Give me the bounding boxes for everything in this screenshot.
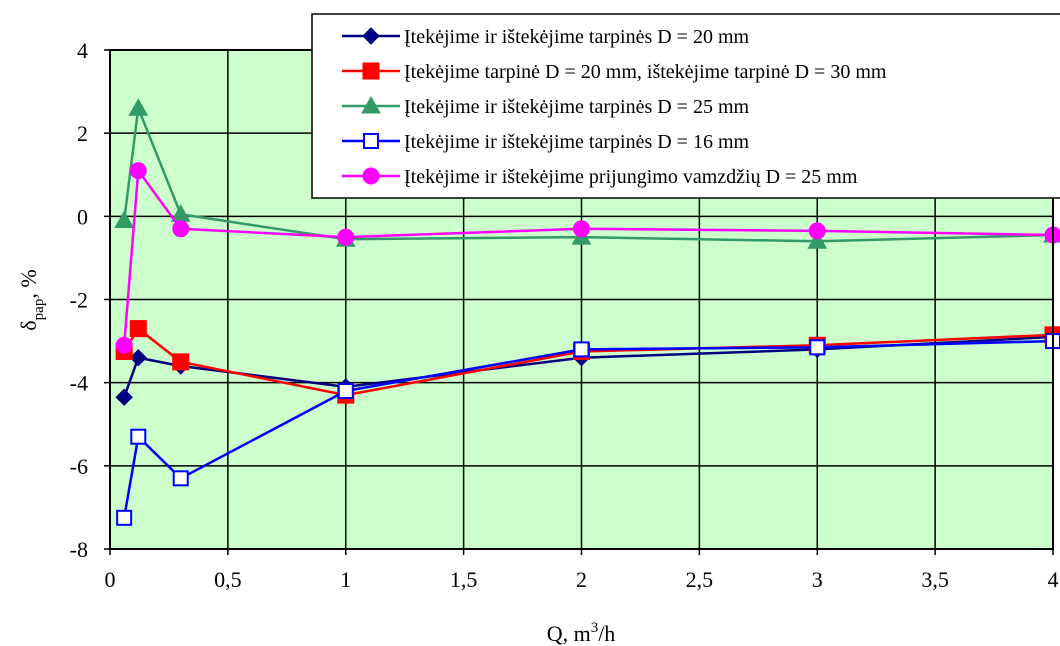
x-axis-title: Q, m3/h [547, 620, 616, 646]
legend-label: Įtekėjime tarpinė D = 20 mm, ištekėjime … [404, 61, 887, 83]
legend-marker [364, 134, 378, 148]
x-tick-label: 2,5 [686, 567, 714, 592]
x-tick-label: 0,5 [214, 567, 242, 592]
data-point [173, 354, 189, 370]
data-point [117, 511, 131, 525]
legend-item: Įtekėjime ir ištekėjime tarpinės D = 20 … [342, 26, 750, 48]
y-tick-label: -2 [70, 288, 88, 313]
y-tick-label: 0 [77, 204, 88, 229]
legend-label: Įtekėjime ir ištekėjime prijungimo vamzd… [404, 166, 858, 188]
legend-label: Įtekėjime ir ištekėjime tarpinės D = 20 … [404, 26, 750, 48]
data-point [173, 221, 189, 237]
legend-item: Įtekėjime ir ištekėjime tarpinės D = 25 … [342, 96, 750, 118]
x-tick-label: 3,5 [921, 567, 949, 592]
legend-label: Įtekėjime ir ištekėjime tarpinės D = 16 … [404, 131, 750, 153]
x-tick-label: 3 [812, 567, 823, 592]
legend: Įtekėjime ir ištekėjime tarpinės D = 20 … [312, 14, 1060, 198]
data-point [339, 384, 353, 398]
y-tick-label: 2 [77, 121, 88, 146]
y-tick-label: -4 [70, 371, 88, 396]
data-point [574, 221, 590, 237]
data-point [130, 163, 146, 179]
data-point [809, 223, 825, 239]
data-point [810, 340, 824, 354]
data-point [338, 229, 354, 245]
legend-item: Įtekėjime tarpinė D = 20 mm, ištekėjime … [342, 61, 887, 83]
legend-item: Įtekėjime ir ištekėjime tarpinės D = 16 … [342, 131, 750, 153]
x-tick-label: 1 [340, 567, 351, 592]
data-point [130, 321, 146, 337]
y-tick-label: 4 [77, 38, 88, 63]
x-tick-label: 4 [1048, 567, 1059, 592]
x-tick-label: 2 [576, 567, 587, 592]
x-tick-label: 1,5 [450, 567, 478, 592]
legend-item: Įtekėjime ir ištekėjime prijungimo vamzd… [342, 166, 858, 188]
data-point [575, 342, 589, 356]
data-point [116, 337, 132, 353]
legend-label: Įtekėjime ir ištekėjime tarpinės D = 25 … [404, 96, 750, 118]
y-tick-label: -6 [70, 454, 88, 479]
x-tick-label: 0 [105, 567, 116, 592]
y-axis-title: δpap, % [16, 269, 47, 330]
legend-marker [363, 168, 379, 184]
y-tick-label: -8 [70, 537, 88, 562]
data-point [174, 471, 188, 485]
legend-marker [363, 63, 379, 79]
data-point [131, 430, 145, 444]
